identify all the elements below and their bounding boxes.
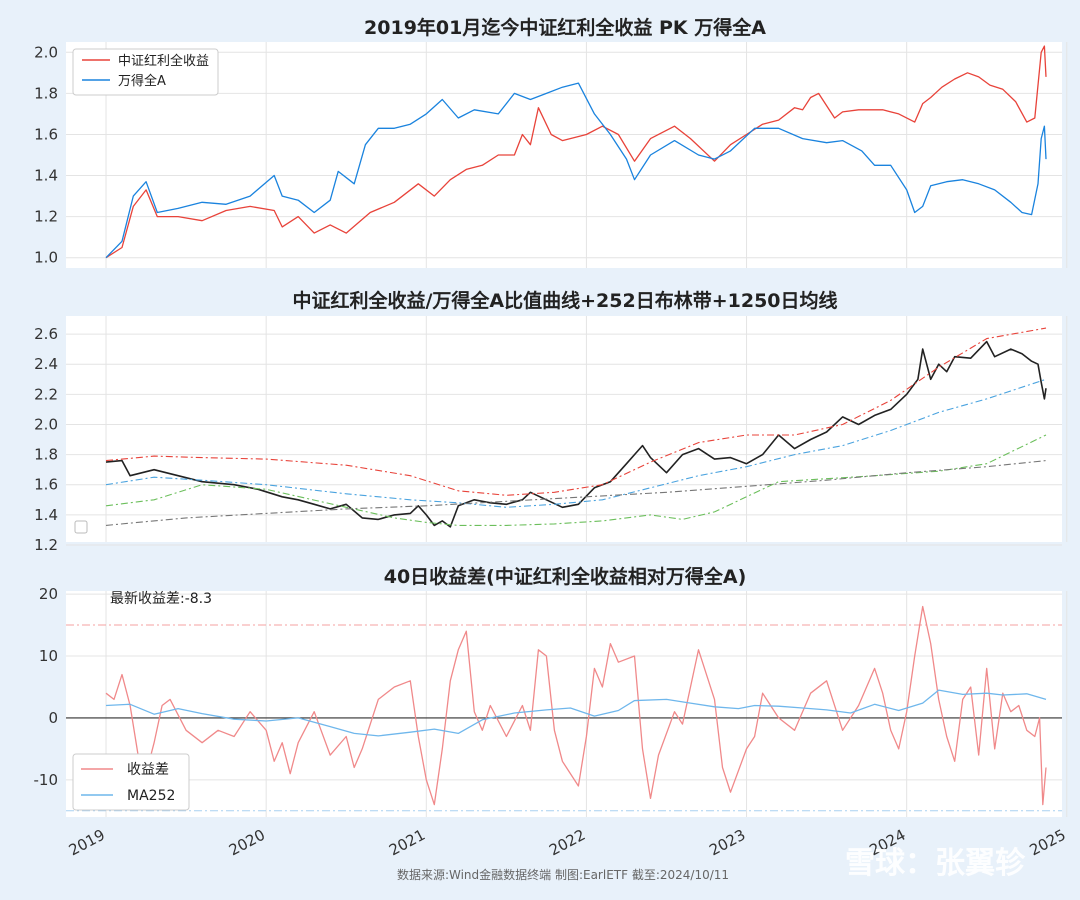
y-tick-label: 1.2 — [34, 208, 58, 226]
y-tick-label: 0 — [48, 709, 58, 727]
legend-label-wind-a: 万得全A — [118, 73, 166, 89]
latest-spread-annotation: 最新收益差:-8.3 — [110, 591, 212, 607]
series-line-1-4 — [105, 460, 1047, 526]
y-tick-label: 10 — [39, 647, 58, 665]
y-tick-label: 2.0 — [34, 415, 58, 433]
series-line-1-2 — [105, 378, 1047, 508]
y-tick-label: 1.8 — [34, 84, 58, 102]
panel-1-plot-area — [66, 42, 1062, 268]
series-line-2-0 — [105, 605, 1047, 806]
x-tick-label-2023: 2023 — [706, 826, 748, 860]
y-tick-label: 1.2 — [34, 536, 58, 554]
series-line-2-1 — [105, 689, 1047, 737]
x-tick-label-2021: 2021 — [386, 826, 428, 860]
panel-2-title: 中证红利全收益/万得全A比值曲线+252日布林带+1250日均线 — [292, 289, 837, 312]
y-tick-label: 2.0 — [34, 43, 58, 61]
y-tick-label: 2.2 — [34, 385, 58, 403]
panel-3-plot-area — [66, 591, 1062, 817]
series-line-0-1 — [105, 82, 1047, 259]
panel-1: 1.0 1.2 1.4 1.6 1.8 2.0 — [34, 42, 1068, 268]
x-tick-label-2020: 2020 — [226, 826, 268, 860]
y-tick-label: 2.4 — [34, 355, 58, 373]
panel-2: 1.2 1.4 1.6 1.8 2.0 2.2 2.4 2.6 — [34, 316, 1068, 554]
legend-label-ma252: MA252 — [127, 788, 175, 804]
panel-3-legend: 收益差 MA252 — [72, 753, 190, 811]
y-tick-label: -10 — [34, 771, 59, 789]
y-tick-label: 1.6 — [34, 125, 58, 143]
series-line-1-1 — [105, 327, 1047, 496]
y-tick-label: 20 — [39, 585, 58, 603]
footer-source: 数据来源:Wind金融数据终端 制图:EarlETF 截至:2024/10/11 — [397, 867, 729, 882]
x-tick-label-2022: 2022 — [546, 826, 588, 860]
legend-label-dividend: 中证红利全收益 — [118, 53, 209, 69]
watermark: 雪球：张翼轸 — [845, 846, 1026, 881]
panel-2-plot-area — [66, 316, 1062, 542]
legend-label-spread: 收益差 — [127, 762, 169, 778]
x-tick-label-2019: 2019 — [66, 826, 108, 860]
y-tick-label: 1.6 — [34, 476, 58, 494]
x-tick-label-2025: 2025 — [1027, 826, 1069, 860]
panel-1-legend: 中证红利全收益 万得全A — [72, 48, 219, 96]
panel-2-empty-legend — [74, 520, 88, 534]
panel-3: 20 10 0 -10 — [34, 585, 1068, 817]
series-line-1-0 — [105, 340, 1047, 528]
y-tick-label: 2.6 — [34, 325, 58, 343]
panel-3-title: 40日收益差(中证红利全收益相对万得全A) — [384, 565, 747, 588]
y-tick-label: 1.0 — [34, 249, 58, 267]
y-tick-label: 1.8 — [34, 446, 58, 464]
series-line-0-0 — [105, 45, 1047, 259]
y-tick-label: 1.4 — [34, 167, 58, 185]
panel-1-title: 2019年01月迄今中证红利全收益 PK 万得全A — [364, 16, 766, 39]
y-tick-label: 1.4 — [34, 506, 58, 524]
